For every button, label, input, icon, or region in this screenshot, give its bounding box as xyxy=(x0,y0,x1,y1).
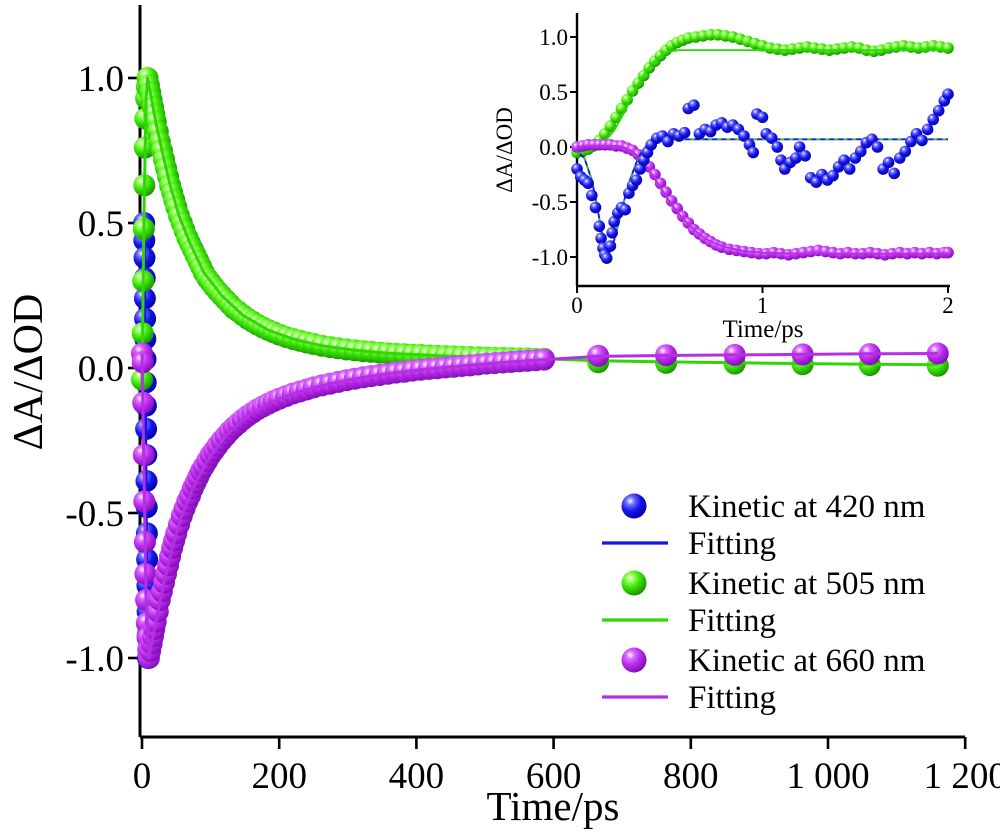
main-series-fitting-660-nm- xyxy=(140,352,938,660)
main-x-axis-title: Time/ps xyxy=(487,783,620,829)
legend-item-kinetic-420: Kinetic at 420 nm xyxy=(621,489,926,525)
legend-label: Fitting xyxy=(688,603,776,639)
legend-item-kinetic-660: Kinetic at 660 nm xyxy=(621,643,926,679)
inset-x-axis-title: Time/ps xyxy=(722,316,803,343)
inset-axes: 1.0 0.5 0.0 -0.5 -1.00 1 2 xyxy=(532,13,954,318)
legend-label: Kinetic at 660 nm xyxy=(688,643,926,679)
fit-line-magenta xyxy=(140,352,938,660)
legend-item-fitting-blue: Fitting xyxy=(602,526,776,562)
legend-item-fitting-green: Fitting xyxy=(602,603,776,639)
inset-x-tick-label: 2 xyxy=(942,293,954,318)
inset-y-tick-label: -1.0 xyxy=(532,245,568,270)
main-y-axis-title: ΔA/ΔOD xyxy=(6,294,52,451)
legend-label: Kinetic at 420 nm xyxy=(688,489,926,525)
main-y-tick-label: 1.0 xyxy=(78,59,124,100)
fit-line-green xyxy=(140,76,938,380)
inset-y-tick-label: -0.5 xyxy=(532,190,568,215)
main-x-tick-label: 400 xyxy=(389,756,445,797)
inset-y-tick-label: 0.0 xyxy=(539,135,568,160)
main-x-tick-label: 1 200 xyxy=(924,756,1000,797)
inset-plot-series xyxy=(571,29,954,264)
inset-series-fitting-660-nm- xyxy=(576,144,948,255)
legend-label: Fitting xyxy=(688,526,776,562)
inset-x-tick-label: 0 xyxy=(571,293,583,318)
legend-marker-green-sphere-icon xyxy=(621,570,647,596)
inset-x-tick-label: 1 xyxy=(757,293,769,318)
inset-series-kinetic-at-420-nm xyxy=(571,88,954,264)
main-y-tick-label: -1.0 xyxy=(65,639,124,680)
main-x-tick-label: 600 xyxy=(526,756,582,797)
inset-y-tick-label: 1.0 xyxy=(539,25,568,50)
main-y-tick-label: 0.0 xyxy=(78,349,124,390)
main-x-tick-label: 1 000 xyxy=(786,756,869,797)
legend-item-fitting-magenta: Fitting xyxy=(602,680,776,716)
main-x-tick-label: 0 xyxy=(133,756,152,797)
main-y-tick-label: 0.5 xyxy=(78,204,124,245)
main-axes: 1.00.50.0-0.5-1.00 200 400 600 800 1 000 1 200 xyxy=(65,5,1000,797)
legend-label: Fitting xyxy=(688,680,776,716)
fit-line-magenta xyxy=(576,144,948,255)
legend-marker-blue-sphere-icon xyxy=(621,493,647,519)
main-y-tick-label: -0.5 xyxy=(65,494,124,535)
legend-marker-magenta-sphere-icon xyxy=(621,647,647,673)
main-x-tick-label: 800 xyxy=(663,756,719,797)
legend-label: Kinetic at 505 nm xyxy=(688,566,926,602)
legend-item-kinetic-505: Kinetic at 505 nm xyxy=(621,566,926,602)
inset-y-tick-label: 0.5 xyxy=(539,80,568,105)
inset-y-axis-title: ΔA/ΔOD xyxy=(492,107,517,193)
main-x-tick-label: 200 xyxy=(251,756,307,797)
main-series-fitting-505-nm- xyxy=(140,76,938,380)
main-plot-series xyxy=(131,67,949,669)
